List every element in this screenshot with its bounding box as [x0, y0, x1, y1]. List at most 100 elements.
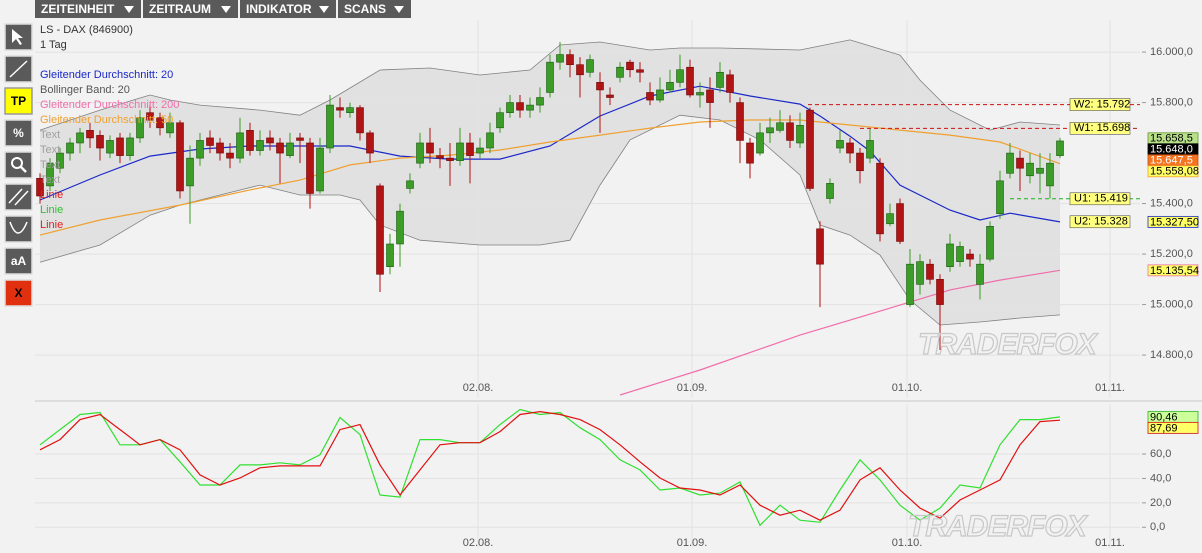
candle-body	[126, 137, 134, 156]
tool-label[interactable]: %	[13, 126, 24, 140]
y-tick-label: 20,0	[1150, 497, 1171, 509]
legend-entry: Gleitender Durchschnitt: 200	[40, 99, 179, 111]
level-label: U2: 15.328	[1074, 216, 1128, 228]
tool-text[interactable]: aA	[4, 247, 33, 275]
candle-body	[896, 203, 904, 242]
candle-body	[1006, 152, 1014, 174]
menu-bar: ZEITEINHEIT ZEITRAUM INDIKATOR SCANS	[35, 0, 411, 18]
level-label: W2: 15.792	[1074, 98, 1130, 110]
legend-entry: Linie	[40, 204, 63, 216]
candle-body	[516, 102, 524, 111]
level-box	[1069, 98, 1131, 111]
tool-zoom[interactable]	[4, 151, 33, 179]
x-tick-label: 01.11.	[1095, 537, 1125, 549]
candle-body	[96, 135, 104, 149]
candle-body	[686, 66, 694, 96]
level-box	[1069, 192, 1131, 206]
candle-body	[936, 279, 944, 305]
tool-line[interactable]	[4, 55, 33, 83]
price-box	[1147, 165, 1199, 178]
candle-body	[786, 122, 794, 141]
toolbar: TP % aA X	[4, 23, 33, 307]
level-box	[1069, 215, 1131, 229]
y-tick-label: 15.000,0	[1150, 298, 1193, 310]
menu-label[interactable]: ZEITRAUM	[149, 2, 211, 16]
candle-body	[906, 263, 914, 305]
tool-tp[interactable]: TP	[4, 87, 33, 115]
band-line	[39, 114, 1061, 326]
candle-body	[396, 210, 404, 245]
candle-body	[446, 157, 454, 161]
price-box-label: 15.647,5	[1150, 155, 1193, 167]
candle-body	[636, 69, 644, 73]
candle-body	[826, 183, 834, 199]
candle-body	[956, 246, 964, 262]
candle-body	[596, 82, 604, 91]
menu-label[interactable]: INDIKATOR	[246, 2, 312, 16]
candle-body	[806, 109, 814, 189]
tool-channel[interactable]	[4, 183, 33, 211]
menu-button[interactable]: ZEITEINHEIT	[35, 0, 141, 18]
tool-cursor[interactable]	[4, 23, 33, 51]
legend-entry: Gleitender Durchschnitt: 50	[40, 114, 173, 126]
menu-button[interactable]: SCANS	[338, 0, 411, 18]
level-box	[1069, 122, 1131, 135]
candle-body	[486, 132, 494, 149]
candle-body	[116, 137, 124, 156]
menu-button[interactable]: INDIKATOR	[240, 0, 336, 18]
legend-entry: Bollinger Band: 20	[40, 84, 130, 96]
candle-body	[106, 140, 114, 154]
candle-body	[996, 180, 1004, 214]
tool-delete[interactable]: X	[4, 279, 33, 307]
candle-body	[836, 140, 844, 149]
chart-subtitle: 1 Tag	[40, 39, 67, 51]
candle-body	[856, 152, 864, 172]
y-tick-label: 60,0	[1150, 448, 1171, 460]
candle-body	[776, 122, 784, 131]
candle-body	[306, 142, 314, 194]
menu-label[interactable]: SCANS	[344, 2, 386, 16]
candle-body	[916, 261, 924, 285]
candle-body	[226, 152, 234, 159]
tool-label[interactable]: TP	[11, 94, 26, 108]
x-tick-label: 01.11.	[1095, 382, 1125, 394]
tool-percent[interactable]: %	[4, 119, 33, 147]
candle-body	[556, 54, 564, 63]
chart-area: 02.08. 01.09. 01.10. 01.11. 14.800,0 15.000,0…	[35, 20, 1199, 549]
candle-body	[726, 74, 734, 93]
candle-body	[976, 263, 984, 285]
candle-body	[506, 102, 514, 113]
watermark: TRADERFOX	[918, 328, 1099, 361]
candle-body	[266, 137, 274, 144]
candle-body	[236, 132, 244, 159]
candle-body	[86, 130, 94, 139]
price-box	[1147, 421, 1199, 434]
candle-body	[336, 107, 344, 111]
tool-label[interactable]: aA	[11, 254, 27, 268]
candle-body	[286, 142, 294, 156]
candle-body	[846, 142, 854, 154]
menu-button[interactable]: ZEITRAUM	[143, 0, 238, 18]
candle-body	[366, 132, 374, 154]
candle-body	[696, 92, 704, 96]
candle-body	[436, 155, 444, 159]
tool-label[interactable]: X	[14, 286, 22, 300]
candle-body	[546, 61, 554, 93]
x-tick-label: 01.09.	[677, 382, 708, 394]
candle-body	[526, 104, 534, 111]
candle-body	[1026, 162, 1034, 177]
price-box-label: 15.558,08	[1150, 166, 1199, 178]
candle-body	[496, 112, 504, 129]
candle-body	[346, 107, 354, 113]
price-box-label: 15.648,0	[1150, 144, 1193, 156]
x-tick-label: 02.08.	[463, 537, 494, 549]
price-box-label: 15.135,54	[1150, 265, 1199, 277]
y-tick-label: 40,0	[1150, 472, 1171, 484]
tool-curve[interactable]	[4, 215, 33, 243]
candle-body	[876, 162, 884, 235]
candle-body	[706, 89, 714, 103]
menu-label[interactable]: ZEITEINHEIT	[41, 2, 115, 16]
y-tick-label: 15.400,0	[1150, 197, 1193, 209]
candle-body	[796, 124, 804, 144]
